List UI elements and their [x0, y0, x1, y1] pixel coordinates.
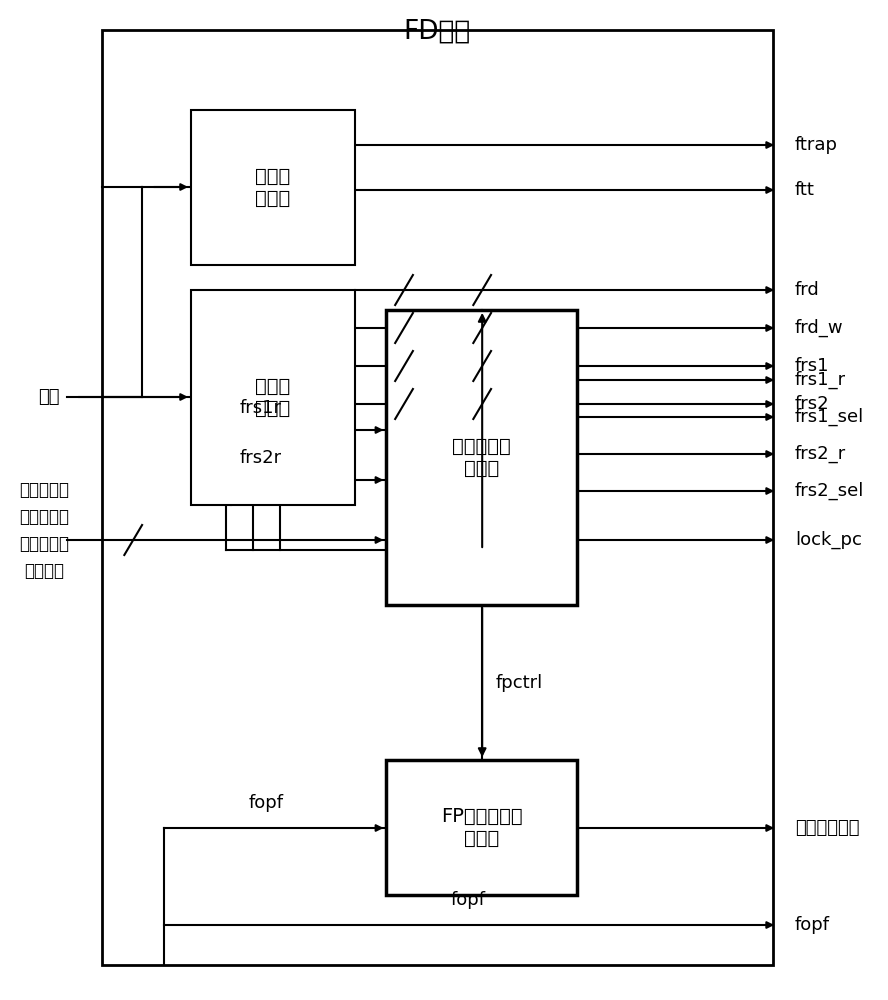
- Text: FD模块: FD模块: [404, 19, 471, 45]
- Text: fpctrl: fpctrl: [496, 674, 543, 692]
- Text: 目的寄存器: 目的寄存器: [20, 508, 69, 526]
- Text: fopf: fopf: [795, 916, 829, 934]
- Text: fopf: fopf: [249, 794, 284, 812]
- Text: 数据相关判
决模块: 数据相关判 决模块: [452, 437, 511, 478]
- Text: fopf: fopf: [451, 891, 486, 909]
- Text: 初始译
码模块: 初始译 码模块: [256, 377, 290, 418]
- Text: frd: frd: [795, 281, 820, 299]
- Text: frs1: frs1: [795, 357, 829, 375]
- Bar: [102, 30, 773, 965]
- Text: frs2_r: frs2_r: [795, 445, 846, 463]
- Text: frs2: frs2: [795, 395, 829, 413]
- Text: lock_pc: lock_pc: [795, 531, 861, 549]
- Text: 号和相应写: 号和相应写: [20, 535, 69, 553]
- Text: frs1r: frs1r: [240, 399, 281, 417]
- Text: 指令: 指令: [38, 388, 59, 406]
- Text: ftt: ftt: [795, 181, 814, 199]
- Text: 异常检
测模块: 异常检 测模块: [256, 167, 290, 208]
- Text: ftrap: ftrap: [795, 136, 837, 154]
- Bar: [191, 110, 355, 265]
- Text: frs1_sel: frs1_sel: [795, 408, 864, 426]
- Text: frs1_r: frs1_r: [795, 371, 846, 389]
- Text: frd_w: frd_w: [795, 319, 844, 337]
- Text: 使能信号: 使能信号: [24, 562, 65, 580]
- Text: FP执行控制产
生模块: FP执行控制产 生模块: [441, 807, 522, 848]
- Bar: [386, 310, 577, 605]
- Bar: [386, 760, 577, 895]
- Bar: [191, 290, 355, 505]
- Text: frs2_sel: frs2_sel: [795, 482, 864, 500]
- Text: 执行控制信号: 执行控制信号: [795, 819, 860, 837]
- Text: 后继流水级: 后继流水级: [20, 481, 69, 499]
- Text: frs2r: frs2r: [240, 449, 281, 467]
